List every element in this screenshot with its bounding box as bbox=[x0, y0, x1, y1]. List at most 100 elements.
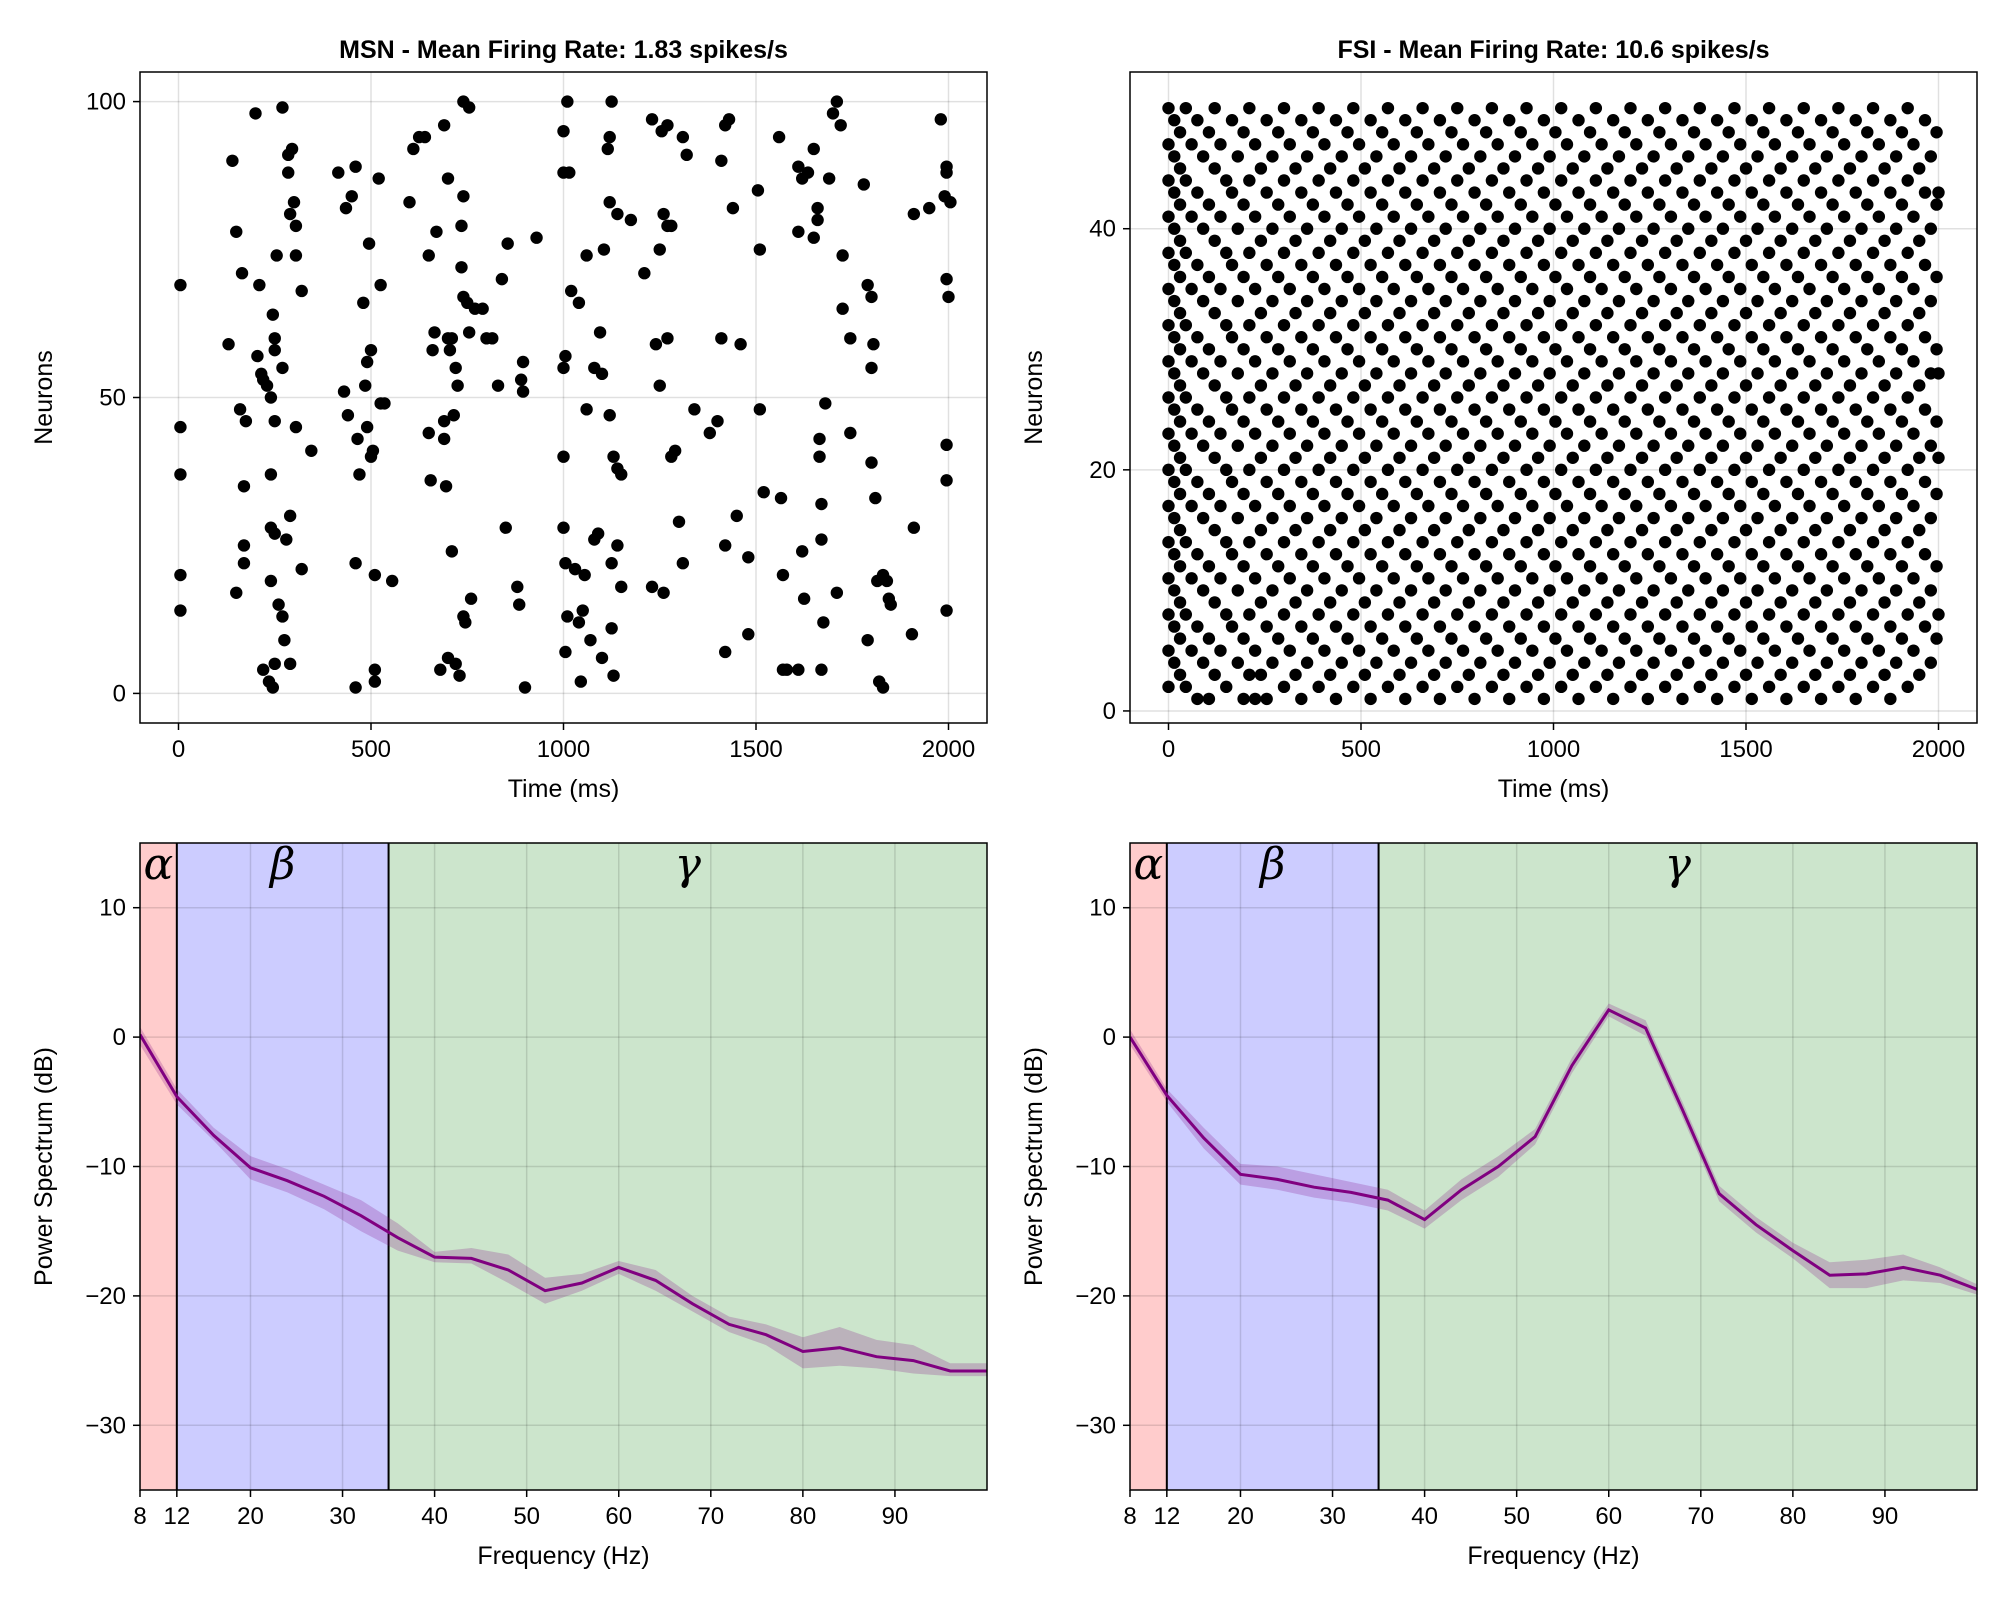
spike-point bbox=[751, 184, 765, 197]
spike-point bbox=[1872, 499, 1886, 513]
spike-point bbox=[1687, 343, 1701, 356]
y-tick-label: 0 bbox=[113, 1024, 126, 1051]
spike-point bbox=[1878, 596, 1891, 609]
spike-point bbox=[1173, 234, 1187, 247]
spike-point bbox=[1485, 391, 1499, 404]
spike-point bbox=[1370, 367, 1383, 380]
spike-point bbox=[1745, 331, 1758, 344]
spike-point bbox=[757, 485, 770, 499]
spike-point bbox=[428, 326, 441, 339]
spike-point bbox=[1641, 186, 1655, 199]
spike-point bbox=[934, 113, 947, 126]
spike-point bbox=[1375, 560, 1389, 573]
spike-point bbox=[459, 616, 472, 629]
spike-point bbox=[174, 568, 187, 582]
spike-point bbox=[1578, 656, 1591, 669]
spike-point bbox=[1589, 246, 1603, 260]
spike-point bbox=[237, 480, 251, 493]
spike-point bbox=[1375, 126, 1389, 139]
spike-point bbox=[1699, 355, 1712, 368]
spike-point bbox=[1168, 511, 1181, 525]
spike-point bbox=[1722, 126, 1735, 139]
spike-point bbox=[1676, 114, 1689, 127]
band-label-gamma: γ bbox=[675, 839, 702, 890]
spike-point bbox=[1295, 114, 1308, 127]
spike-point bbox=[1329, 258, 1343, 272]
spike-point bbox=[1474, 511, 1487, 525]
spike-point bbox=[1439, 511, 1452, 525]
x-tick-label: 2000 bbox=[1912, 736, 1965, 763]
spike-point bbox=[1324, 668, 1337, 681]
spike-point bbox=[876, 681, 890, 694]
spike-point bbox=[1324, 306, 1337, 320]
spike-point bbox=[1283, 210, 1296, 223]
spike-point bbox=[1641, 258, 1655, 272]
spike-point bbox=[1814, 620, 1828, 633]
spike-point bbox=[1699, 499, 1712, 513]
spike-point bbox=[884, 598, 897, 611]
spike-point bbox=[1266, 150, 1279, 163]
spike-point bbox=[1872, 282, 1886, 296]
x-tick-label: 20 bbox=[1227, 1503, 1254, 1530]
spike-point bbox=[940, 272, 953, 286]
spike-point bbox=[1624, 246, 1637, 260]
spike-point bbox=[1399, 186, 1412, 199]
spike-point bbox=[1416, 318, 1429, 332]
x-tick-label: 80 bbox=[790, 1503, 817, 1530]
spike-point bbox=[1774, 596, 1787, 609]
spike-point bbox=[1601, 668, 1614, 681]
spike-point bbox=[1404, 656, 1418, 669]
spike-point bbox=[1404, 511, 1418, 525]
spike-point bbox=[1445, 632, 1458, 645]
spike-point bbox=[1624, 101, 1637, 115]
spike-point bbox=[1196, 222, 1210, 235]
spike-point bbox=[1248, 499, 1262, 513]
spike-point bbox=[1895, 487, 1909, 501]
spike-point bbox=[1202, 343, 1216, 356]
spike-point bbox=[1387, 427, 1400, 440]
spike-point bbox=[1531, 379, 1545, 392]
spike-point bbox=[1895, 343, 1909, 356]
spike-point bbox=[1728, 246, 1741, 260]
x-tick-label: 1500 bbox=[729, 736, 782, 763]
spike-point bbox=[645, 580, 659, 594]
spike-point bbox=[1907, 499, 1920, 513]
spike-point bbox=[1225, 114, 1239, 127]
spike-point bbox=[1855, 367, 1868, 380]
spike-point bbox=[1762, 680, 1776, 694]
spike-point bbox=[1410, 126, 1424, 139]
spike-point bbox=[605, 557, 618, 570]
spike-point bbox=[495, 272, 509, 286]
spike-point bbox=[445, 332, 459, 345]
spike-point bbox=[1583, 198, 1597, 211]
spike-point bbox=[1930, 415, 1943, 428]
spike-point bbox=[1381, 318, 1395, 332]
spike-point bbox=[1791, 126, 1805, 139]
spike-point bbox=[1722, 632, 1735, 645]
x-tick-label: 30 bbox=[1319, 1503, 1346, 1530]
spike-point bbox=[1364, 258, 1377, 272]
spike-point bbox=[1555, 463, 1568, 477]
spike-point bbox=[1306, 632, 1320, 645]
x-tick-label: 60 bbox=[605, 1503, 632, 1530]
spike-point bbox=[1676, 403, 1689, 416]
spike-point bbox=[1526, 138, 1539, 151]
spike-point bbox=[1381, 391, 1395, 404]
spike-point bbox=[1913, 451, 1926, 464]
spike-point bbox=[1555, 680, 1568, 694]
spike-point bbox=[1208, 596, 1221, 609]
spike-point bbox=[1913, 234, 1926, 247]
spike-point bbox=[1272, 343, 1285, 356]
spike-point bbox=[1173, 379, 1187, 392]
spike-point bbox=[1716, 150, 1730, 163]
spike-point bbox=[1768, 572, 1782, 585]
spike-point bbox=[1710, 692, 1724, 706]
spike-point bbox=[1254, 234, 1268, 247]
spike-point bbox=[1526, 572, 1539, 585]
spike-point bbox=[1393, 596, 1406, 609]
spike-point bbox=[1895, 560, 1909, 573]
spike-point bbox=[1745, 620, 1758, 633]
spike-point bbox=[1710, 403, 1724, 416]
spike-point bbox=[1416, 391, 1429, 404]
spike-point bbox=[1266, 222, 1279, 235]
